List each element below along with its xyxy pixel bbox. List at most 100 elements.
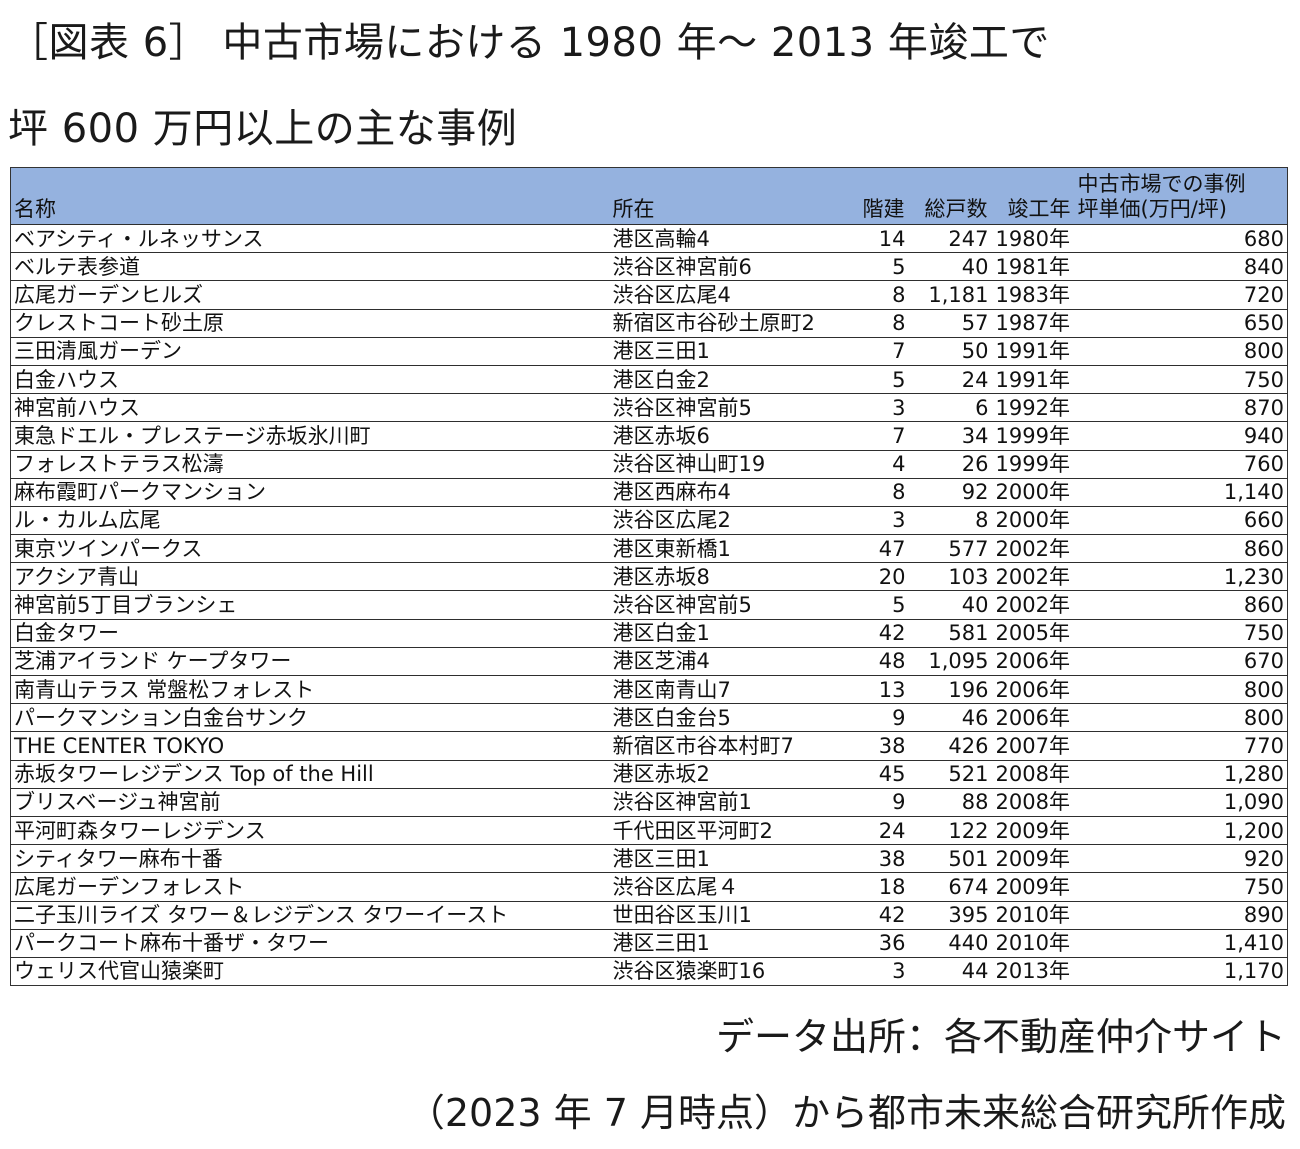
name-cell: クレストコート砂土原 <box>10 308 610 338</box>
floors-cell: 5 <box>849 252 909 281</box>
year-cell: 1992年 <box>991 393 1075 422</box>
table-row: ル・カルム広尾 渋谷区広尾2 3 8 2000年 660 <box>10 505 1288 535</box>
name-cell: 広尾ガーデンフォレスト <box>10 872 610 901</box>
price-cell: 660 <box>1074 505 1288 535</box>
units-cell: 395 <box>908 900 992 930</box>
location-cell: 渋谷区広尾2 <box>609 505 850 535</box>
year-cell: 2009年 <box>991 872 1075 901</box>
header-price-line-1: 中古市場での事例 <box>1077 172 1246 196</box>
year-cell: 2005年 <box>991 618 1075 648</box>
units-cell: 1,181 <box>908 280 992 310</box>
source-note-line-1: データ出所：各不動産仲介サイト <box>715 1015 1286 1059</box>
floors-cell: 45 <box>849 759 909 789</box>
location-cell: 渋谷区神宮前5 <box>609 393 850 422</box>
price-cell: 750 <box>1074 872 1288 901</box>
floors-cell: 38 <box>849 731 909 761</box>
price-cell: 1,170 <box>1074 956 1288 986</box>
floors-cell: 42 <box>849 618 909 648</box>
year-cell: 2009年 <box>991 844 1075 873</box>
units-cell: 34 <box>908 421 992 450</box>
year-cell: 2013年 <box>991 956 1075 986</box>
name-cell: パークマンション白金台サンク <box>10 703 610 732</box>
table-row: 神宮前ハウス 渋谷区神宮前5 3 6 1992年 870 <box>10 393 1288 422</box>
price-cell: 1,090 <box>1074 787 1288 817</box>
year-cell: 2009年 <box>991 815 1075 845</box>
year-cell: 2010年 <box>991 928 1075 958</box>
location-cell: 渋谷区神宮前5 <box>609 590 850 620</box>
table-row: ウェリス代官山猿楽町 渋谷区猿楽町16 3 44 2013年 1,170 <box>10 956 1288 986</box>
name-cell: ベアシティ・ルネッサンス <box>10 223 610 253</box>
table-row: 白金タワー 港区白金1 42 581 2005年 750 <box>10 618 1288 648</box>
header-price-line-2: 坪単価(万円/坪) <box>1077 197 1227 221</box>
name-cell: ル・カルム広尾 <box>10 505 610 535</box>
year-cell: 2002年 <box>991 534 1075 563</box>
floors-cell: 38 <box>849 844 909 873</box>
name-cell: 神宮前5丁目ブランシェ <box>10 590 610 620</box>
price-cell: 680 <box>1074 223 1288 253</box>
floors-cell: 42 <box>849 900 909 930</box>
floors-cell: 20 <box>849 562 909 591</box>
location-cell: 港区東新橋1 <box>609 534 850 563</box>
table-row: 広尾ガーデンヒルズ 渋谷区広尾4 8 1,181 1983年 720 <box>10 280 1288 310</box>
name-cell: ブリスベージュ神宮前 <box>10 787 610 817</box>
price-cell: 920 <box>1074 844 1288 873</box>
name-cell: 芝浦アイランド ケープタワー <box>10 646 610 676</box>
year-cell: 1991年 <box>991 336 1075 366</box>
location-cell: 港区赤坂2 <box>609 759 850 789</box>
year-cell: 2006年 <box>991 674 1075 704</box>
price-cell: 720 <box>1074 280 1288 310</box>
year-cell: 2008年 <box>991 759 1075 789</box>
floors-cell: 48 <box>849 646 909 676</box>
floors-cell: 13 <box>849 674 909 704</box>
units-cell: 674 <box>908 872 992 901</box>
floors-cell: 18 <box>849 872 909 901</box>
location-cell: 港区三田1 <box>609 844 850 873</box>
floors-cell: 3 <box>849 393 909 422</box>
location-cell: 港区三田1 <box>609 928 850 958</box>
price-cell: 1,200 <box>1074 815 1288 845</box>
year-cell: 2007年 <box>991 731 1075 761</box>
price-cell: 800 <box>1074 336 1288 366</box>
table-row: パークマンション白金台サンク 港区白金台5 9 46 2006年 800 <box>10 703 1288 732</box>
table-row: ブリスベージュ神宮前 渋谷区神宮前1 9 88 2008年 1,090 <box>10 787 1288 817</box>
table-row: 広尾ガーデンフォレスト 渋谷区広尾４ 18 674 2009年 750 <box>10 872 1288 901</box>
table-row: 芝浦アイランド ケープタワー 港区芝浦4 48 1,095 2006年 670 <box>10 646 1288 676</box>
price-cell: 800 <box>1074 674 1288 704</box>
location-cell: 港区三田1 <box>609 336 850 366</box>
name-cell: アクシア青山 <box>10 562 610 591</box>
units-cell: 521 <box>908 759 992 789</box>
units-cell: 26 <box>908 449 992 479</box>
units-cell: 103 <box>908 562 992 591</box>
name-cell: ウェリス代官山猿楽町 <box>10 956 610 986</box>
units-cell: 50 <box>908 336 992 366</box>
name-cell: THE CENTER TOKYO <box>10 731 610 761</box>
price-cell: 860 <box>1074 590 1288 620</box>
location-cell: 渋谷区広尾4 <box>609 280 850 310</box>
units-cell: 8 <box>908 505 992 535</box>
floors-cell: 9 <box>849 787 909 817</box>
units-cell: 426 <box>908 731 992 761</box>
header-year: 竣工年 <box>1007 197 1071 221</box>
transactions-table: 名称 所在 階建 総戸数 竣工年 中古市場での事例 坪単価(万円/坪) ベアシテ… <box>10 167 1288 987</box>
units-cell: 581 <box>908 618 992 648</box>
table-row: パークコート麻布十番ザ・タワー 港区三田1 36 440 2010年 1,410 <box>10 928 1288 958</box>
year-cell: 1981年 <box>991 252 1075 281</box>
header-floors: 階建 <box>862 197 905 221</box>
header-price: 中古市場での事例 坪単価(万円/坪) <box>1075 168 1288 225</box>
table-row: アクシア青山 港区赤坂8 20 103 2002年 1,230 <box>10 562 1288 591</box>
location-cell: 港区芝浦4 <box>609 646 850 676</box>
floors-cell: 8 <box>849 308 909 338</box>
year-cell: 2006年 <box>991 646 1075 676</box>
table-row: クレストコート砂土原 新宿区市谷砂土原町2 8 57 1987年 650 <box>10 308 1288 338</box>
name-cell: フォレストテラス松濤 <box>10 449 610 479</box>
floors-cell: 3 <box>849 956 909 986</box>
location-cell: 港区白金台5 <box>609 703 850 732</box>
header-name: 名称 <box>14 197 56 221</box>
name-cell: 三田清風ガーデン <box>10 336 610 366</box>
year-cell: 1991年 <box>991 364 1075 394</box>
location-cell: 港区赤坂8 <box>609 562 850 591</box>
year-cell: 2008年 <box>991 787 1075 817</box>
floors-cell: 5 <box>849 590 909 620</box>
table-row: ベアシティ・ルネッサンス 港区高輪4 14 247 1980年 680 <box>10 223 1288 253</box>
year-cell: 2002年 <box>991 590 1075 620</box>
